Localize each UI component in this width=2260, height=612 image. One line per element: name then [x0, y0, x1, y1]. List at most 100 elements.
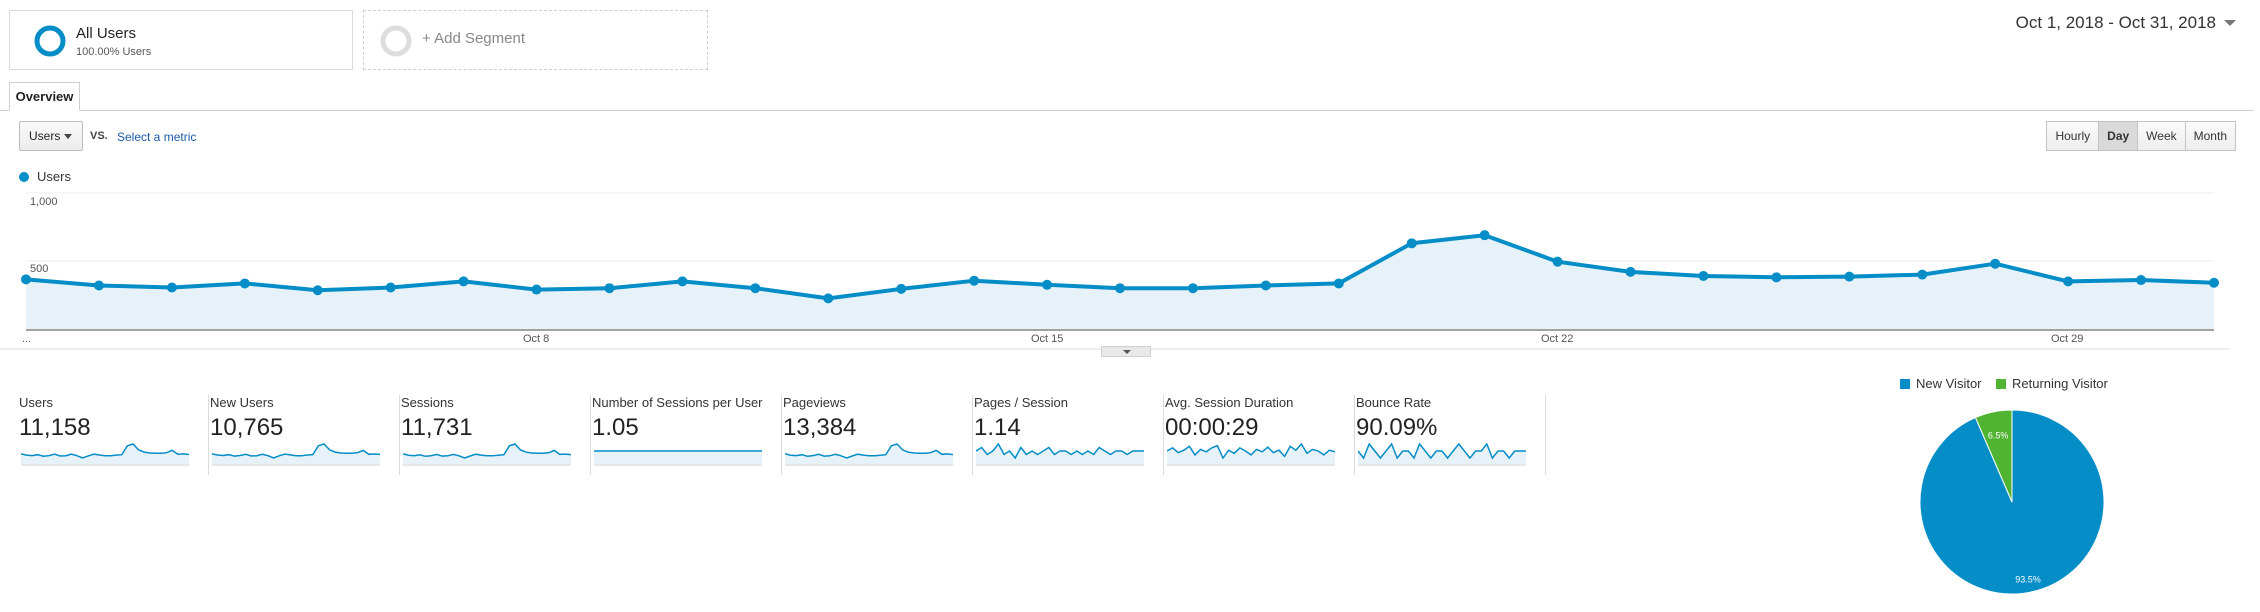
users-area-fill	[26, 235, 2214, 329]
data-point[interactable]	[1479, 230, 1490, 241]
scorecard-label: Pages / Session	[974, 395, 1068, 410]
data-point[interactable]	[604, 283, 615, 294]
scorecard-value: 11,158	[19, 414, 91, 441]
data-point[interactable]	[1698, 270, 1709, 281]
pie-legend-label: New Visitor	[1916, 376, 1982, 391]
data-point[interactable]	[1552, 256, 1563, 267]
legend-swatch	[1900, 378, 1910, 389]
data-point[interactable]	[166, 282, 177, 293]
data-point[interactable]	[1844, 271, 1855, 282]
scorecard[interactable]: Users 11,158	[19, 392, 209, 472]
pie-legend-new-visitor[interactable]: New Visitor	[1900, 376, 1982, 391]
period-toggle-group: Hourly Day Week Month	[2046, 121, 2236, 151]
data-point[interactable]	[531, 284, 542, 295]
users-legend-dot	[19, 172, 29, 182]
chevron-down-icon	[2224, 20, 2236, 26]
data-point[interactable]	[458, 276, 469, 287]
scorecard-sparkline	[403, 443, 571, 466]
period-day-button[interactable]: Day	[2098, 121, 2139, 151]
scorecard-value: 1.14	[974, 414, 1021, 441]
legend-swatch	[1996, 378, 2006, 389]
data-point[interactable]	[239, 278, 250, 289]
data-point[interactable]	[750, 283, 761, 294]
date-range-label: Oct 1, 2018 - Oct 31, 2018	[2015, 13, 2216, 32]
data-point[interactable]	[677, 276, 688, 287]
scorecard-label: Users	[19, 395, 53, 410]
period-week-button[interactable]: Week	[2137, 121, 2186, 151]
select-metric-link[interactable]: Select a metric	[117, 130, 197, 144]
scorecard-divider	[208, 395, 209, 475]
data-point[interactable]	[93, 280, 104, 291]
x-tick-label: Oct 29	[2051, 333, 2084, 345]
scorecard-value: 1.05	[592, 414, 639, 441]
date-range-picker[interactable]: Oct 1, 2018 - Oct 31, 2018	[2016, 13, 2236, 33]
data-point[interactable]	[2209, 277, 2219, 288]
scorecard[interactable]: Pageviews 13,384	[783, 392, 973, 472]
data-point[interactable]	[2136, 275, 2147, 286]
data-point[interactable]	[1406, 238, 1417, 249]
data-point[interactable]	[1625, 266, 1636, 277]
period-month-button[interactable]: Month	[2184, 121, 2236, 151]
scorecard-value: 90.09%	[1356, 414, 1438, 441]
x-tick-label: Oct 15	[1031, 333, 1064, 345]
data-point[interactable]	[312, 285, 323, 296]
pie-slice-label: 6.5%	[1988, 430, 2009, 440]
data-point[interactable]	[1771, 272, 1782, 283]
data-point[interactable]	[1115, 283, 1125, 294]
chevron-down-icon	[64, 134, 72, 139]
data-point[interactable]	[1260, 280, 1271, 291]
segment-subtitle: 100.00% Users	[76, 46, 152, 58]
scorecard-sparkline	[21, 443, 189, 466]
data-point[interactable]	[1917, 269, 1928, 280]
scorecard-label: Pageviews	[783, 395, 846, 410]
segment-donut-icon	[34, 25, 66, 57]
data-point[interactable]	[896, 283, 907, 294]
tab-overview[interactable]: Overview	[9, 82, 80, 111]
data-point[interactable]	[1187, 283, 1198, 294]
add-segment-button[interactable]: + Add Segment	[363, 10, 708, 70]
pie-legend-returning-visitor[interactable]: Returning Visitor	[1996, 376, 2108, 391]
chart-collapse-handle[interactable]	[1101, 346, 1151, 357]
scorecard[interactable]: Bounce Rate 90.09%	[1356, 392, 1546, 472]
data-point[interactable]	[823, 293, 834, 304]
tab-bar-divider	[0, 110, 2254, 111]
data-point[interactable]	[385, 282, 396, 293]
data-point[interactable]	[21, 274, 31, 285]
segment-all-users[interactable]: All Users 100.00% Users	[9, 10, 353, 70]
scorecard-divider	[972, 395, 973, 475]
data-point[interactable]	[1042, 279, 1053, 290]
scorecard-divider	[1163, 395, 1164, 475]
x-tick-label: ...	[22, 333, 32, 345]
x-tick-label: Oct 22	[1541, 333, 1574, 345]
scorecard[interactable]: New Users 10,765	[210, 392, 400, 472]
vs-label: VS.	[90, 130, 108, 142]
pie-slice-label: 93.5%	[2015, 574, 2041, 584]
scorecard[interactable]: Sessions 11,731	[401, 392, 591, 472]
add-segment-label: + Add Segment	[422, 30, 525, 47]
scorecard[interactable]: Number of Sessions per User 1.05	[592, 392, 782, 472]
chart-legend-label[interactable]: Users	[37, 169, 71, 184]
scorecard-divider	[781, 395, 782, 475]
data-point[interactable]	[2063, 276, 2074, 287]
scorecard-value: 11,731	[401, 414, 473, 441]
scorecard[interactable]: Avg. Session Duration 00:00:29	[1165, 392, 1355, 472]
scorecard-value: 00:00:29	[1165, 414, 1259, 441]
data-point[interactable]	[969, 275, 980, 286]
pie-slice-returning-visitor[interactable]	[1974, 409, 2013, 503]
scorecard-value: 10,765	[210, 414, 284, 441]
scorecard-value: 13,384	[783, 414, 857, 441]
scorecard[interactable]: Pages / Session 1.14	[974, 392, 1164, 472]
scorecard-sparkline	[1167, 442, 1335, 466]
scorecard-label: Avg. Session Duration	[1165, 395, 1294, 410]
period-hourly-button[interactable]: Hourly	[2046, 121, 2100, 151]
visitor-pie-chart: 93.5% 6.5%	[1919, 409, 2105, 595]
scorecard-divider	[1545, 395, 1546, 475]
empty-segment-icon	[380, 25, 412, 57]
scorecard-divider	[399, 395, 400, 475]
scorecard-sparkline	[976, 442, 1144, 466]
data-point[interactable]	[1333, 278, 1344, 289]
data-point[interactable]	[1990, 258, 2001, 269]
scorecard-label: New Users	[210, 395, 274, 410]
scorecard-sparkline	[212, 443, 380, 466]
metric-dropdown[interactable]: Users	[19, 121, 83, 151]
